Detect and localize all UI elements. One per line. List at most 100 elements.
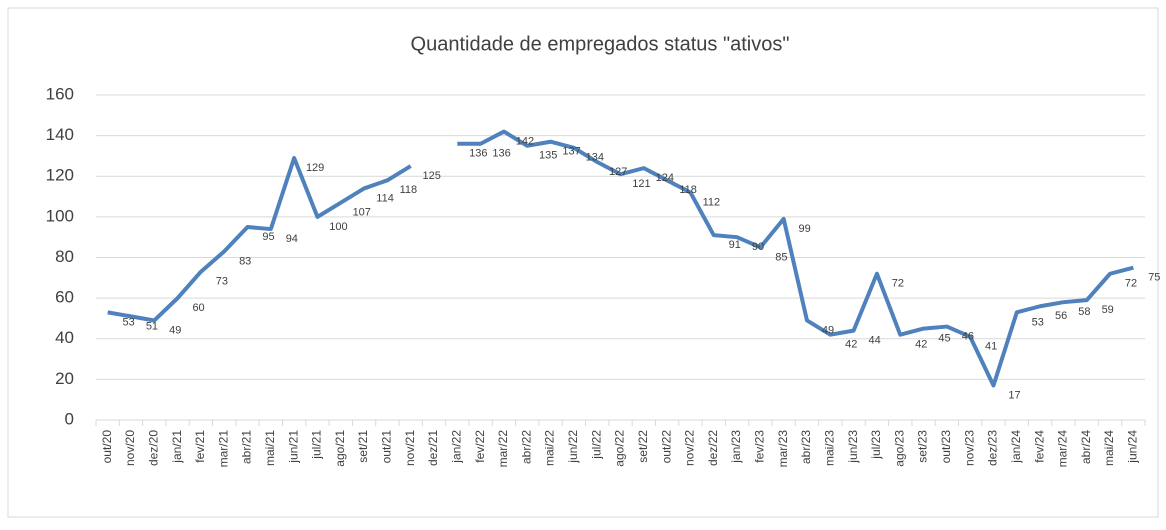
x-tick-label: dez/21 xyxy=(426,430,440,466)
data-label: 127 xyxy=(609,166,627,178)
x-tick-label: mai/23 xyxy=(822,430,836,466)
data-label: 42 xyxy=(915,339,927,351)
data-label: 114 xyxy=(376,192,394,204)
data-label: 95 xyxy=(262,231,274,243)
x-tick-label: jul/21 xyxy=(310,430,324,460)
x-tick-label: jan/24 xyxy=(1009,430,1023,464)
data-label: 134 xyxy=(586,152,604,164)
data-label: 56 xyxy=(1055,310,1067,322)
x-tick-label: jun/21 xyxy=(286,430,300,464)
x-tick-label: fev/22 xyxy=(473,430,487,463)
data-label: 85 xyxy=(775,251,787,263)
x-tick-label: out/22 xyxy=(659,430,673,464)
data-label: 45 xyxy=(938,333,950,345)
x-tick-label: mar/24 xyxy=(1056,430,1070,468)
x-tick-label: fev/24 xyxy=(1032,430,1046,463)
x-tick-label: dez/23 xyxy=(986,430,1000,466)
x-tick-label: jan/22 xyxy=(449,430,463,464)
data-label: 17 xyxy=(1008,389,1020,401)
data-label: 135 xyxy=(539,150,557,162)
data-label: 121 xyxy=(632,178,650,190)
x-tick-label: ago/22 xyxy=(613,430,627,467)
data-label: 99 xyxy=(799,223,811,235)
y-tick-label: 60 xyxy=(55,288,74,307)
x-tick-label: jul/22 xyxy=(589,430,603,460)
data-label: 107 xyxy=(353,207,371,219)
x-tick-label: out/23 xyxy=(939,430,953,464)
x-tick-label: dez/22 xyxy=(706,430,720,466)
y-tick-label: 0 xyxy=(65,409,74,428)
x-tick-label: ago/23 xyxy=(892,430,906,467)
x-tick-label: jul/23 xyxy=(869,430,883,460)
data-label: 100 xyxy=(329,221,347,233)
data-label: 83 xyxy=(239,255,251,267)
x-tick-label: abr/21 xyxy=(240,430,254,464)
x-tick-label: nov/21 xyxy=(403,430,417,466)
data-label: 129 xyxy=(306,162,324,174)
data-label: 72 xyxy=(1125,278,1137,290)
y-tick-label: 140 xyxy=(46,125,74,144)
data-label: 59 xyxy=(1102,304,1114,316)
x-tick-label: mai/21 xyxy=(263,430,277,466)
x-tick-label: mar/21 xyxy=(216,430,230,468)
data-label: 51 xyxy=(146,320,158,332)
chart-title: Quantidade de empregados status "ativos" xyxy=(411,33,790,55)
data-label: 53 xyxy=(123,316,135,328)
y-tick-label: 120 xyxy=(46,166,74,185)
data-label: 46 xyxy=(962,330,974,342)
x-tick-label: jun/23 xyxy=(846,430,860,464)
data-label: 73 xyxy=(216,276,228,288)
data-label: 90 xyxy=(752,241,764,253)
x-tick-label: jan/21 xyxy=(170,430,184,464)
x-tick-label: mar/22 xyxy=(496,430,510,468)
data-label: 91 xyxy=(729,239,741,251)
data-label: 112 xyxy=(703,196,721,208)
x-tick-label: abr/23 xyxy=(799,430,813,464)
y-tick-label: 160 xyxy=(46,84,74,103)
data-label: 53 xyxy=(1032,316,1044,328)
x-tick-label: mar/23 xyxy=(776,430,790,468)
x-tick-label: set/21 xyxy=(356,430,370,463)
data-label: 136 xyxy=(492,148,510,160)
data-label: 94 xyxy=(286,233,298,245)
x-tick-label: mai/24 xyxy=(1102,430,1116,466)
x-tick-label: abr/22 xyxy=(519,430,533,464)
x-tick-label: out/20 xyxy=(100,430,114,464)
x-tick-label: set/22 xyxy=(636,430,650,463)
data-label: 41 xyxy=(985,341,997,353)
x-tick-label: set/23 xyxy=(916,430,930,463)
data-label: 118 xyxy=(679,184,697,196)
data-label: 60 xyxy=(192,302,204,314)
y-tick-label: 20 xyxy=(55,369,74,388)
data-label: 137 xyxy=(562,146,580,158)
data-label: 72 xyxy=(892,278,904,290)
x-tick-label: nov/22 xyxy=(683,430,697,466)
x-tick-label: out/21 xyxy=(380,430,394,464)
x-tick-label: jan/23 xyxy=(729,430,743,464)
data-label: 49 xyxy=(822,324,834,336)
x-tick-label: ago/21 xyxy=(333,430,347,467)
x-tick-label: mai/22 xyxy=(543,430,557,466)
data-label: 124 xyxy=(656,172,674,184)
x-tick-label: nov/23 xyxy=(962,430,976,466)
x-tick-label: jun/22 xyxy=(566,430,580,464)
x-tick-label: jun/24 xyxy=(1126,430,1140,464)
line-series xyxy=(107,155,412,323)
x-tick-label: fev/21 xyxy=(193,430,207,463)
data-label: 118 xyxy=(400,184,418,196)
x-tick-label: dez/20 xyxy=(146,430,160,466)
chart-border xyxy=(7,7,1159,518)
data-label: 58 xyxy=(1078,306,1090,318)
data-label: 49 xyxy=(169,324,181,336)
x-tick-label: nov/20 xyxy=(123,430,137,466)
data-label: 136 xyxy=(469,148,487,160)
line-series xyxy=(457,129,1134,388)
y-tick-label: 40 xyxy=(55,328,74,347)
x-tick-label: abr/24 xyxy=(1079,430,1093,464)
y-tick-label: 100 xyxy=(46,206,74,225)
data-label: 125 xyxy=(423,170,441,182)
data-label: 42 xyxy=(845,339,857,351)
data-label: 75 xyxy=(1148,272,1160,284)
x-tick-label: fev/23 xyxy=(753,430,767,463)
